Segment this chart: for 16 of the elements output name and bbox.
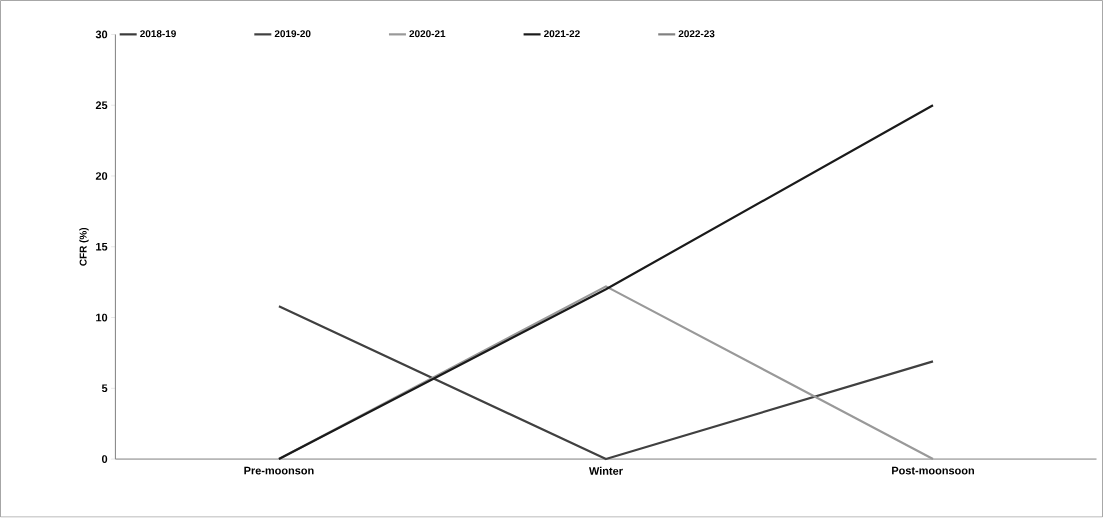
y-tick-label: 15 — [96, 243, 108, 251]
x-tick-label: Winter — [588, 467, 623, 476]
y-axis-title: CFR (%) — [79, 228, 89, 266]
legend-label: 2019-20 — [274, 30, 311, 38]
legend-label: 2022-23 — [678, 30, 715, 38]
y-tick-label: 0 — [101, 455, 108, 464]
legend-label: 2021-22 — [544, 30, 580, 38]
y-tick-label: 25 — [95, 101, 108, 110]
y-tick-label: 5 — [101, 384, 108, 393]
legend-label: 2020-21 — [409, 30, 446, 38]
x-tick-label: Pre-moonson — [244, 467, 314, 475]
legend-label: 2018-19 — [140, 30, 176, 38]
y-tick-label: 20 — [95, 172, 108, 181]
x-tick-label: Post-moonsoon — [892, 467, 974, 475]
y-tick-label: 30 — [95, 30, 108, 39]
y-tick-label: 10 — [96, 313, 108, 322]
